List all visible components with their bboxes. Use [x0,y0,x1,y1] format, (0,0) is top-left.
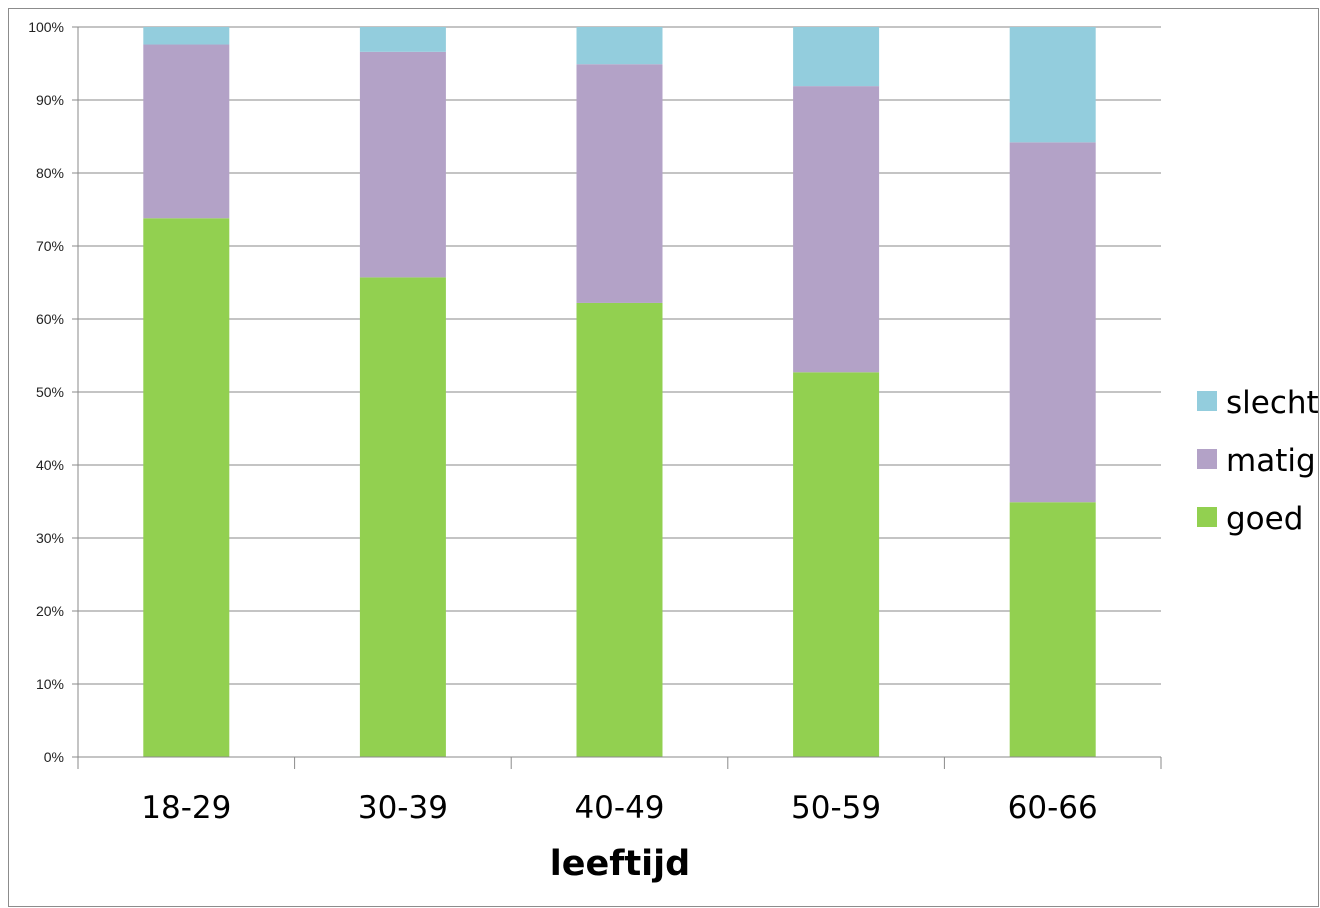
bar-segment-matig-40-49 [576,64,663,303]
bar-segment-slecht-60-66 [1009,27,1096,143]
x-tick-label: 50-59 [791,790,881,826]
y-tick-label: 50% [36,384,64,400]
bars [143,27,1096,757]
bar-segment-goed-60-66 [1009,502,1096,757]
y-tick-label: 100% [28,19,64,35]
x-tick-label: 60-66 [1008,790,1098,826]
x-tick-label: 18-29 [141,790,231,826]
bar-segment-goed-18-29 [143,218,230,757]
y-tick-label: 80% [36,165,64,181]
bar-segment-matig-30-39 [359,51,446,278]
x-tick-label: 30-39 [358,790,448,826]
bar-segment-goed-50-59 [793,372,880,757]
y-tick-label: 60% [36,311,64,327]
y-tick-label: 70% [36,238,64,254]
y-tick-label: 0% [44,749,64,765]
y-tick-label: 10% [36,676,64,692]
bar-segment-goed-30-39 [359,277,446,757]
bar-segment-slecht-18-29 [143,27,230,45]
y-tick-label: 30% [36,530,64,546]
y-tick-labels: 0% 10% 20% 30% 40% 50% 60% 70% 80% 90% 100% [28,19,64,765]
bar-segment-matig-50-59 [793,86,880,373]
axes [77,27,1162,769]
legend: slecht matig goed [1197,385,1319,537]
x-axis-label: leeftijd [550,844,690,884]
legend-swatch-matig [1197,449,1217,469]
y-tick-label: 20% [36,603,64,619]
legend-swatch-slecht [1197,391,1217,411]
bar-segment-goed-40-49 [576,302,663,757]
bar-segment-matig-60-66 [1009,142,1096,503]
x-tick-labels: 18-29 30-39 40-49 50-59 60-66 [141,790,1097,826]
y-tick-label: 40% [36,457,64,473]
bar-segment-slecht-30-39 [359,27,446,52]
legend-swatch-goed [1197,507,1217,527]
bar-segment-slecht-40-49 [576,27,663,65]
legend-label-goed: goed [1226,501,1303,537]
bar-segment-matig-18-29 [143,44,230,219]
legend-label-matig: matig [1226,443,1316,479]
legend-label-slecht: slecht [1226,385,1319,421]
y-tick-label: 90% [36,92,64,108]
x-tick-label: 40-49 [574,790,664,826]
bar-segment-slecht-50-59 [793,27,880,87]
